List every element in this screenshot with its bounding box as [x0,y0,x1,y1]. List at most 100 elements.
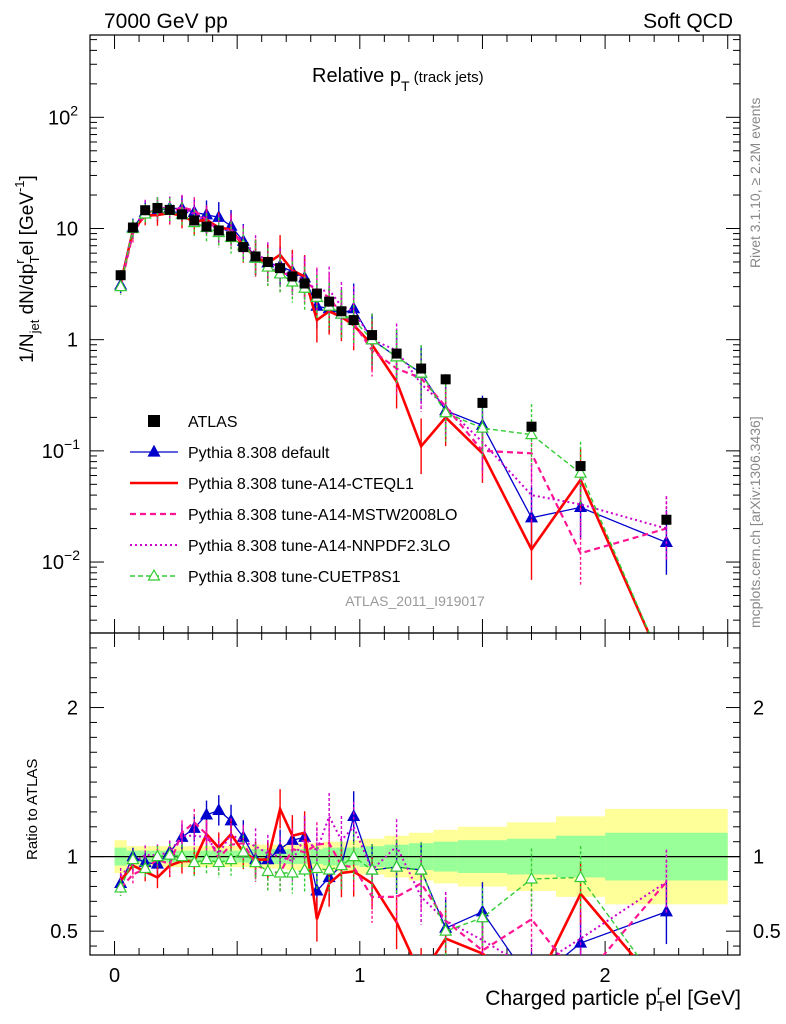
atlas-point [391,348,402,359]
x-axis-label: Charged particle pr Tel [GeV] [485,982,741,1014]
legend-marker-atlas [148,415,160,427]
atlas-point [575,461,586,472]
atlas-point [348,315,359,326]
ratio-series-5-point [298,862,312,875]
atlas-point [477,397,488,408]
ratio-series-5-point [150,849,164,862]
atlas-point [152,202,163,213]
header-right: Soft QCD [643,10,733,33]
ratio-series-5-point [439,923,453,936]
atlas-point [140,205,151,216]
ratio-series-5-point [273,865,287,878]
analysis-id: ATLAS_2011_I919017 [345,593,485,609]
series-2-line [119,211,651,633]
series-4-line [119,206,667,530]
ratio-y-tick-label: 2 [67,698,78,720]
ratio-series-1-point [574,935,588,948]
atlas-point [416,363,427,374]
atlas-point [127,222,138,233]
atlas-point [226,231,237,242]
y-axis-label: 1/Njet dN/dprTel [GeV-1] [12,175,42,363]
ratio-series-5-point [285,865,299,878]
atlas-point [238,242,249,253]
legend-marker [147,568,161,581]
legend-label: Pythia 8.308 tune-CUETP8S1 [188,569,401,586]
ratio-y-label: Ratio to ATLAS [24,759,41,860]
atlas-point [262,256,273,267]
ratio-series-5-point [199,852,214,865]
atlas-point [440,374,451,385]
ratio-series-5-point [236,844,250,857]
ratio-y-tick-label: 1 [67,847,78,869]
ratio-series-5-point [261,864,275,877]
legend-label: Pythia 8.308 tune-A14-CTEQL1 [188,476,414,493]
atlas-point [324,296,335,307]
atlas-point [661,514,672,525]
atlas-point [311,288,322,299]
ratio-series-5-point [414,862,428,875]
ratio-series-5 [114,831,639,955]
ratio-series-1-point [347,809,361,821]
ratio-series-4-line [119,813,667,955]
ratio-series-1-point [199,807,214,820]
series-5-point [661,667,672,677]
atlas-point [176,209,187,220]
atlas-point [275,263,286,274]
atlas-point [526,421,537,432]
atlas-point [189,215,200,226]
atlas-point [213,225,224,236]
ratio-y-tick-label-right: 0.5 [753,921,781,943]
side-label-bottom: mcplots.cern.ch [arXiv:1306.3436] [747,416,763,628]
y-tick-label: 102 [48,102,78,129]
series-5-point [524,427,539,440]
header-left: 7000 GeV pp [104,10,228,33]
ratio-series-5-point [334,858,348,871]
ratio-panel: 0 1 2 0.5 0.5 1 1 2 2 [50,632,781,987]
ratio-series-1-point [212,803,226,815]
series-5-point [114,279,128,292]
legend-label: Pythia 8.308 tune-A14-MSTW2008LO [188,507,457,524]
ratio-series-5-point [212,855,226,868]
y-tick-label: 1 [67,330,78,352]
atlas-point [250,251,261,262]
series-5-point [574,465,588,478]
atlas-point [287,271,298,282]
ratio-series-5-point [322,862,336,875]
ratio-series-5-point [175,849,189,862]
legend-label: Pythia 8.308 tune-A14-NNPDF2.3LO [188,538,450,555]
atlas-point [299,278,310,289]
ratio-series-5-point [163,847,177,860]
ratio-series-1-point [526,977,537,987]
ratio-series-5-point [574,870,588,883]
atlas-point [115,270,126,281]
ratio-y-tick-label-right: 1 [753,847,764,869]
series-5-point [475,420,489,433]
ratio-series-5-point [347,849,361,862]
ratio-y-tick-label-right: 2 [753,698,764,720]
atlas-point [201,221,212,232]
series-3-line [119,206,667,555]
ratio-series-5-point [310,861,324,874]
ratio-series-5-point [126,852,140,865]
x-tick-label: 2 [600,965,611,987]
legend-marker [147,444,161,457]
ratio-series-5-point [138,861,152,874]
ratio-series-1-point [187,821,201,833]
ratio-y-tick-label: 0.5 [50,921,78,943]
ratio-series-2-line [119,804,635,955]
ratio-frame [89,632,741,956]
series-1-line [120,207,667,544]
legend: ATLAS Pythia 8.308 default Pythia 8.308 tu… [130,414,457,586]
y-tick-label: 10−1 [42,436,80,463]
atlas-point [367,330,378,341]
series-atlas [115,202,672,525]
chart-title: Relative pT (track jets) [312,65,484,94]
ratio-series-5-point [365,862,379,875]
series-3 [119,194,668,585]
series-5-point [439,405,453,418]
x-tick-label: 1 [354,965,365,987]
ratio-series-5-line [120,851,639,955]
ratio-series-5-point [114,880,128,893]
side-label-top: Rivet 3.1.10, ≥ 2.2M events [747,98,763,268]
